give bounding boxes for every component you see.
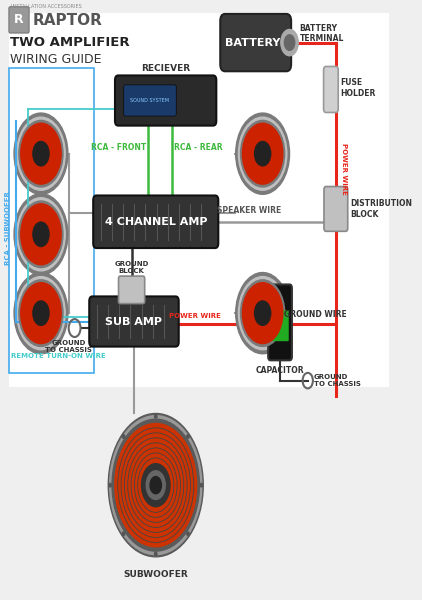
- Circle shape: [243, 283, 283, 344]
- Circle shape: [17, 277, 65, 350]
- FancyBboxPatch shape: [9, 13, 389, 386]
- FancyBboxPatch shape: [119, 276, 145, 304]
- Text: 4 CHANNEL AMP: 4 CHANNEL AMP: [105, 217, 207, 227]
- Circle shape: [14, 194, 68, 275]
- FancyBboxPatch shape: [115, 76, 216, 125]
- Text: POWER WIRE: POWER WIRE: [341, 143, 346, 194]
- Text: GROUND WIRE: GROUND WIRE: [284, 310, 347, 319]
- Circle shape: [21, 283, 61, 344]
- Text: SOUND SYSTEM: SOUND SYSTEM: [130, 98, 169, 103]
- Text: R: R: [14, 13, 24, 26]
- Text: REMOTE TURN-ON WIRE: REMOTE TURN-ON WIRE: [11, 353, 106, 359]
- Text: TWO AMPLIFIER: TWO AMPLIFIER: [10, 36, 130, 49]
- Circle shape: [21, 123, 61, 184]
- Circle shape: [254, 142, 271, 166]
- Text: BATTERY: BATTERY: [225, 38, 280, 47]
- Text: SPEAKER WIRE: SPEAKER WIRE: [217, 206, 281, 215]
- Text: FUSE
HOLDER: FUSE HOLDER: [341, 78, 376, 98]
- Circle shape: [33, 142, 49, 166]
- Text: CAPACITOR: CAPACITOR: [256, 365, 304, 374]
- Circle shape: [284, 35, 295, 50]
- Circle shape: [241, 280, 285, 346]
- Text: RCA - REAR: RCA - REAR: [173, 143, 222, 152]
- Text: POWER WIRE: POWER WIRE: [169, 313, 221, 319]
- Circle shape: [122, 532, 125, 536]
- Circle shape: [243, 123, 283, 184]
- Text: GROUND
BLOCK: GROUND BLOCK: [114, 261, 149, 274]
- Circle shape: [21, 204, 61, 265]
- Circle shape: [14, 272, 68, 354]
- Circle shape: [187, 434, 189, 438]
- Circle shape: [33, 222, 49, 247]
- Circle shape: [109, 484, 111, 487]
- FancyBboxPatch shape: [220, 14, 291, 71]
- Text: DISTRIBUTION
BLOCK: DISTRIBUTION BLOCK: [351, 199, 412, 218]
- Text: RECIEVER: RECIEVER: [141, 64, 190, 73]
- Text: GROUND
TO CHASSIS: GROUND TO CHASSIS: [45, 340, 92, 353]
- Circle shape: [236, 272, 289, 354]
- Text: SUB AMP: SUB AMP: [106, 317, 162, 326]
- FancyBboxPatch shape: [124, 85, 176, 116]
- Circle shape: [254, 301, 271, 325]
- Circle shape: [187, 532, 189, 536]
- Circle shape: [110, 416, 202, 554]
- Circle shape: [146, 471, 165, 499]
- FancyBboxPatch shape: [89, 296, 179, 347]
- Circle shape: [33, 301, 49, 325]
- Text: SUBWOOFER: SUBWOOFER: [123, 570, 188, 579]
- Circle shape: [19, 280, 63, 346]
- FancyBboxPatch shape: [324, 187, 348, 232]
- Text: BATTERY
TERMINAL: BATTERY TERMINAL: [300, 24, 344, 43]
- FancyBboxPatch shape: [268, 284, 292, 361]
- Text: WIRING GUIDE: WIRING GUIDE: [10, 53, 102, 67]
- Text: INSTALLATION ACCESSORIES: INSTALLATION ACCESSORIES: [11, 4, 82, 10]
- Circle shape: [238, 117, 287, 190]
- FancyBboxPatch shape: [324, 67, 338, 112]
- Circle shape: [154, 415, 157, 418]
- Circle shape: [241, 121, 285, 187]
- Circle shape: [112, 419, 200, 551]
- Circle shape: [281, 29, 298, 56]
- Circle shape: [154, 552, 157, 556]
- Circle shape: [200, 484, 203, 487]
- FancyBboxPatch shape: [271, 310, 289, 341]
- Text: GROUND
TO CHASSIS: GROUND TO CHASSIS: [314, 374, 360, 387]
- Text: RCA - FRONT: RCA - FRONT: [91, 143, 146, 152]
- FancyBboxPatch shape: [93, 196, 218, 248]
- Circle shape: [122, 434, 125, 438]
- Circle shape: [14, 113, 68, 194]
- Circle shape: [236, 113, 289, 194]
- Text: RAPTOR: RAPTOR: [33, 13, 103, 28]
- Circle shape: [150, 476, 162, 494]
- Circle shape: [17, 198, 65, 271]
- Circle shape: [141, 464, 170, 506]
- Circle shape: [238, 277, 287, 350]
- Circle shape: [19, 201, 63, 268]
- Circle shape: [19, 121, 63, 187]
- Circle shape: [108, 413, 203, 557]
- Circle shape: [17, 117, 65, 190]
- Circle shape: [115, 424, 197, 547]
- Text: RCA - SUBWOOFER: RCA - SUBWOOFER: [5, 191, 11, 265]
- FancyBboxPatch shape: [9, 7, 29, 33]
